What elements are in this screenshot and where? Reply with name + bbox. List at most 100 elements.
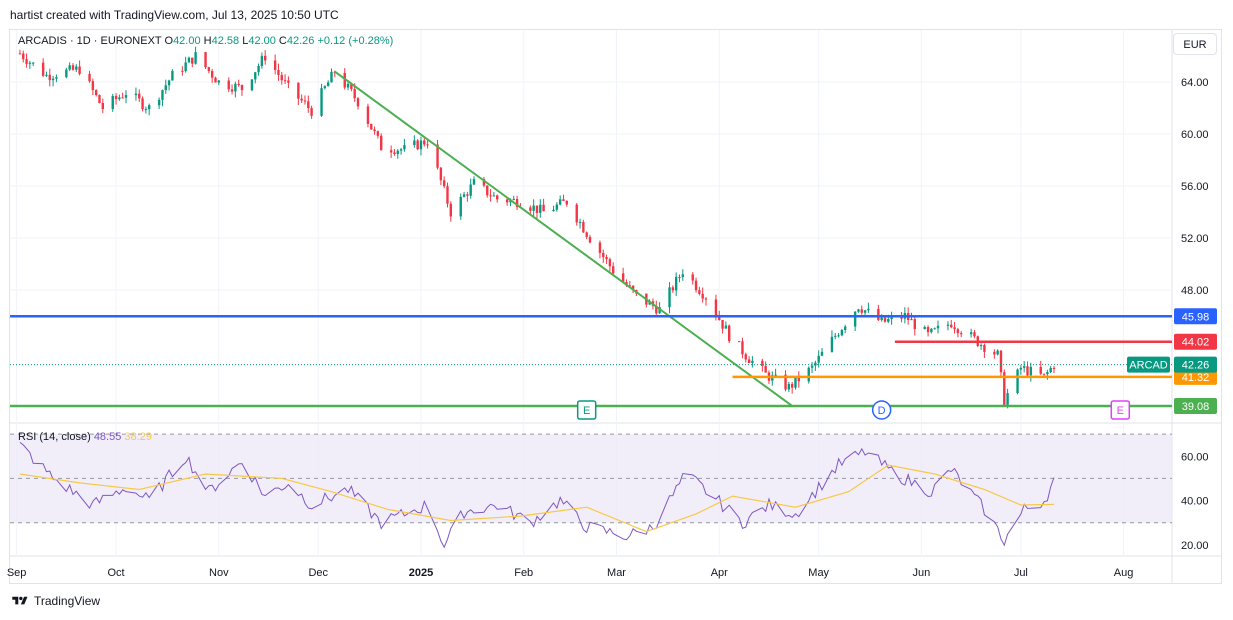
candle-body xyxy=(124,95,128,98)
candle-body xyxy=(969,332,973,335)
candle-body xyxy=(389,150,393,153)
time-tick-label: Apr xyxy=(711,567,728,579)
candle-body xyxy=(403,145,406,150)
candle-body xyxy=(910,319,913,321)
candle-body xyxy=(194,52,197,64)
footer-brand[interactable]: TradingView xyxy=(10,594,100,608)
candle-body xyxy=(807,367,810,382)
candle-body xyxy=(217,80,220,83)
last-price-box xyxy=(1174,356,1217,373)
candle-body xyxy=(973,332,976,337)
candle-body xyxy=(134,93,138,96)
candle-body xyxy=(820,351,824,356)
candle-body xyxy=(370,123,373,130)
price-label-box xyxy=(1174,368,1217,385)
candle-body xyxy=(1049,367,1052,373)
candle-body xyxy=(996,350,999,355)
candle-body xyxy=(45,74,48,76)
candle-body xyxy=(1042,373,1046,375)
candle-body xyxy=(784,374,787,390)
candle-body xyxy=(857,309,860,312)
candles xyxy=(18,46,1056,409)
candle-body xyxy=(605,257,608,260)
candle-body xyxy=(22,53,25,60)
candle-body xyxy=(953,327,956,330)
candle-body xyxy=(171,70,174,81)
rsi-title[interactable]: RSI (14, close) xyxy=(18,431,91,443)
candle-body xyxy=(1029,366,1032,376)
candle-body xyxy=(101,103,104,110)
candle-body xyxy=(462,194,466,197)
price-label-text: 45.98 xyxy=(1182,311,1210,323)
candle-body xyxy=(297,82,300,99)
candle-body xyxy=(718,316,721,320)
candle-body xyxy=(323,86,327,89)
last-price-text: 42.26 xyxy=(1182,360,1210,372)
candle-body xyxy=(326,82,330,87)
candle-body xyxy=(187,57,191,63)
candle-body xyxy=(1019,367,1023,370)
time-tick-label: Nov xyxy=(209,567,229,579)
candle-body xyxy=(814,362,817,366)
candle-body xyxy=(505,199,509,203)
open-value: 42.00 xyxy=(173,35,201,47)
currency-button[interactable]: EUR xyxy=(1173,33,1217,55)
rsi-ma-line xyxy=(19,464,1055,533)
candle-body xyxy=(482,179,486,186)
candle-body xyxy=(721,319,724,329)
symbol-legend: ARCADIS · 1D · EURONEXT O42.00 H42.58 L4… xyxy=(18,35,393,47)
candle-body xyxy=(310,108,313,116)
candle-body xyxy=(631,285,635,291)
candle-body xyxy=(164,85,167,91)
candle-body xyxy=(999,350,1003,373)
candle-body xyxy=(1039,366,1042,374)
open-label: O xyxy=(164,35,174,47)
candle-body xyxy=(983,345,986,352)
candle-body xyxy=(950,324,953,328)
candle-body xyxy=(926,327,930,333)
candle-body xyxy=(724,325,728,329)
candle-body xyxy=(787,384,791,390)
candle-body xyxy=(234,83,237,92)
symbol-name[interactable]: ARCADIS · 1D · EURONEXT xyxy=(18,35,162,47)
candle-body xyxy=(227,80,230,90)
candle-body xyxy=(1022,366,1026,368)
event-marker-label: E xyxy=(583,405,590,417)
time-tick-label: May xyxy=(808,567,829,579)
candle-body xyxy=(694,280,698,291)
candle-body xyxy=(529,207,532,211)
time-tick-label: Jul xyxy=(1014,567,1028,579)
close-value: 42.26 xyxy=(286,35,315,47)
candle-body xyxy=(880,317,883,321)
candle-body xyxy=(48,74,51,81)
candle-body xyxy=(678,276,681,278)
chart-attribution: hartist created with TradingView.com, Ju… xyxy=(10,8,339,22)
candle-body xyxy=(75,66,78,70)
candle-body xyxy=(118,97,121,100)
candle-body xyxy=(747,359,751,364)
candle-body xyxy=(346,83,350,88)
candle-body xyxy=(230,89,234,92)
candle-body xyxy=(863,310,867,313)
candle-body xyxy=(273,60,277,70)
candle-body xyxy=(65,69,68,78)
candle-body xyxy=(32,62,35,64)
candle-body xyxy=(761,360,764,366)
candle-body xyxy=(867,308,870,311)
candle-body xyxy=(283,80,287,82)
candle-body xyxy=(148,105,151,110)
earnings-marker-icon xyxy=(576,400,597,420)
close-label: C xyxy=(278,35,287,47)
price-label-box xyxy=(1174,397,1217,414)
candle-body xyxy=(436,144,439,168)
candle-body xyxy=(1026,366,1029,376)
candle-body xyxy=(608,259,612,267)
candle-body xyxy=(191,57,194,64)
candle-body xyxy=(797,376,800,382)
candle-body xyxy=(930,328,933,333)
candle-body xyxy=(181,70,184,72)
time-tick-label: Sep xyxy=(7,567,27,579)
candle-body xyxy=(91,81,95,91)
descending-trendline xyxy=(334,70,793,407)
